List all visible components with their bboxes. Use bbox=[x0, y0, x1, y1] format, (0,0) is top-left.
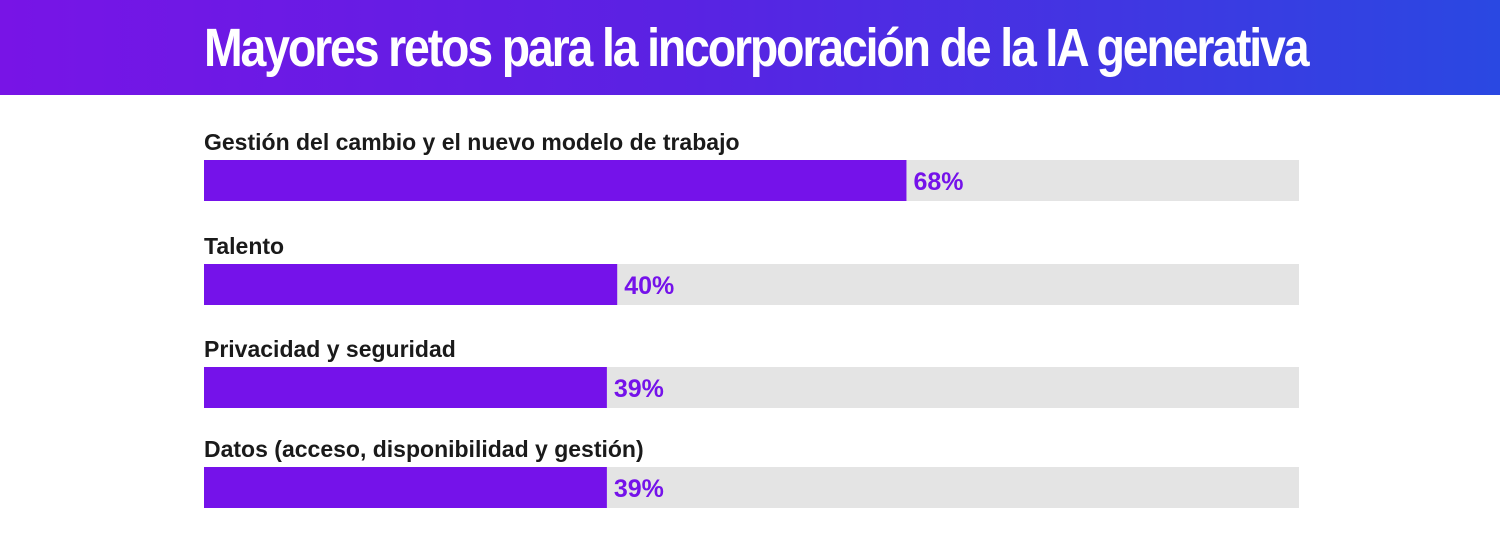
category-label: Talento bbox=[204, 233, 284, 259]
value-label: 40% bbox=[624, 272, 674, 300]
value-label: 39% bbox=[614, 375, 664, 403]
chart-title: Mayores retos para la incorporación de l… bbox=[204, 18, 1310, 78]
bar bbox=[204, 160, 907, 201]
title-banner: Mayores retos para la incorporación de l… bbox=[0, 0, 1500, 95]
category-label: Privacidad y seguridad bbox=[204, 336, 456, 362]
value-label: 68% bbox=[913, 168, 963, 196]
bar bbox=[204, 264, 618, 305]
bar bbox=[204, 367, 607, 408]
bar bbox=[204, 467, 607, 508]
category-label: Datos (acceso, disponibilidad y gestión) bbox=[204, 436, 644, 462]
value-label: 39% bbox=[614, 475, 664, 503]
category-label: Gestión del cambio y el nuevo modelo de … bbox=[204, 129, 740, 155]
